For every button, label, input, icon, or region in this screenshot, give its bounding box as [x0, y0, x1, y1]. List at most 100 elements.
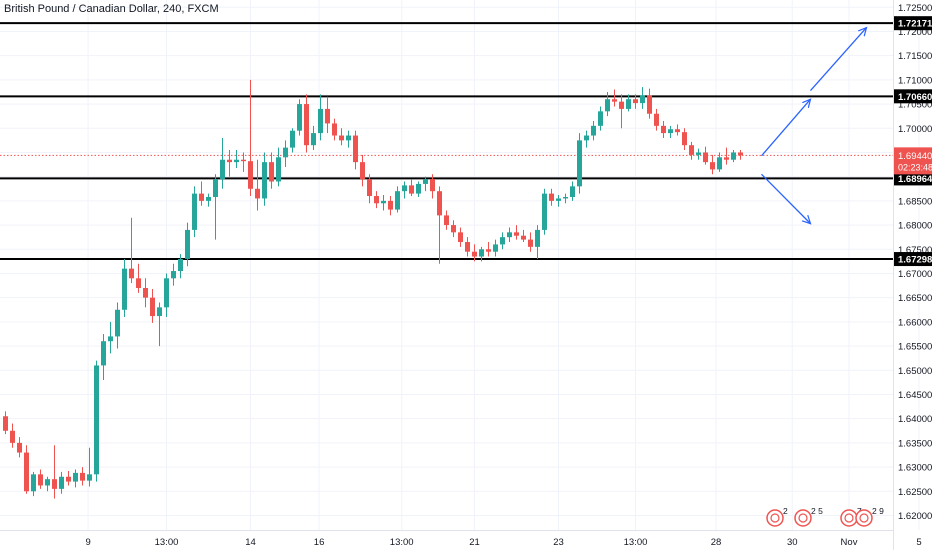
candle-body: [731, 152, 736, 159]
candle-body: [451, 225, 456, 232]
candle-down: [619, 94, 624, 128]
event-badge-label: 2: [783, 506, 788, 516]
price-tick-label: 1.66000: [898, 317, 932, 328]
candle-body: [262, 162, 267, 198]
candle-body: [388, 201, 393, 210]
candle-layer: [3, 80, 743, 499]
candle-down: [17, 437, 22, 457]
candle-body: [283, 148, 288, 158]
candle-body: [374, 196, 379, 203]
price-tick-label: 1.65000: [898, 366, 932, 377]
candle-body: [157, 307, 162, 316]
candle-body: [493, 244, 498, 251]
candle-body: [297, 104, 302, 131]
candle-body: [696, 152, 701, 154]
candle-body: [577, 140, 582, 186]
candle-body: [269, 162, 274, 181]
candle-body: [689, 145, 694, 155]
candle-body: [108, 336, 113, 341]
time-tick-label: 13:00: [390, 537, 414, 548]
candle-up: [164, 273, 169, 317]
price-level-tag-label: 1.70660: [898, 92, 932, 103]
candle-up: [500, 232, 505, 249]
candle-body: [24, 453, 29, 492]
price-tick-label: 1.67000: [898, 269, 932, 280]
candle-down: [3, 411, 8, 434]
price-axis: 1.620001.625001.630001.635001.640001.645…: [894, 0, 932, 550]
candle-up: [276, 148, 281, 187]
candle-up: [192, 186, 197, 237]
event-badge: 2 5: [795, 506, 823, 526]
event-badges: 22 572 9: [767, 506, 884, 526]
candle-down: [143, 278, 148, 307]
candle-down: [710, 155, 715, 174]
candle-body: [563, 197, 568, 198]
candle-up: [696, 149, 701, 160]
candle-down: [724, 148, 729, 165]
candle-up: [402, 182, 407, 199]
candle-up: [311, 126, 316, 150]
time-tick-label: 23: [553, 537, 564, 548]
candle-body: [339, 136, 344, 141]
candle-body: [584, 136, 589, 141]
candle-up: [731, 150, 736, 162]
price-tick-label: 1.63000: [898, 463, 932, 474]
candle-body: [556, 198, 561, 200]
candle-body: [3, 416, 8, 431]
candle-up: [598, 106, 603, 130]
candle-body: [234, 160, 239, 162]
candle-up: [122, 259, 127, 317]
trend-arrow: [762, 174, 811, 223]
price-tick-label: 1.64000: [898, 414, 932, 425]
candle-down: [10, 424, 15, 448]
time-tick-label: 13:00: [155, 537, 179, 548]
candle-body: [178, 259, 183, 271]
candle-body: [129, 269, 134, 279]
candle-body: [45, 479, 50, 485]
candle-body: [465, 242, 470, 252]
candle-body: [654, 114, 659, 126]
candle-body: [444, 215, 449, 225]
grid-layer: [0, 0, 932, 530]
event-badge-circle: [856, 510, 872, 526]
candle-body: [479, 249, 484, 256]
time-tick-label: 30: [787, 537, 798, 548]
candle-down: [689, 142, 694, 160]
candle-down: [66, 471, 71, 486]
candle-body: [94, 365, 99, 474]
price-level-tag-label: 1.68964: [898, 174, 932, 185]
candle-body: [115, 310, 120, 337]
candle-body: [367, 179, 372, 196]
candle-up: [59, 472, 64, 494]
candle-down: [332, 119, 337, 141]
candle-body: [80, 473, 85, 481]
time-tick-label: 14: [245, 537, 256, 548]
candle-down: [409, 179, 414, 196]
candle-body: [640, 95, 645, 103]
candle-body: [360, 162, 365, 179]
time-tick-label: 28: [711, 537, 722, 548]
candle-down: [458, 227, 463, 246]
time-tick-label: 5: [916, 537, 921, 548]
candle-body: [346, 136, 351, 141]
candle-body: [318, 109, 323, 133]
candle-body: [661, 126, 666, 133]
candle-down: [136, 264, 141, 293]
price-tick-label: 1.68500: [898, 196, 932, 207]
candle-body: [164, 278, 169, 307]
candle-down: [388, 196, 393, 215]
candle-body: [521, 236, 526, 240]
candle-up: [416, 182, 421, 197]
candle-body: [402, 185, 407, 191]
candle-up: [570, 182, 575, 201]
trend-arrow: [762, 99, 811, 156]
candle-down: [80, 467, 85, 485]
candle-up: [556, 195, 561, 207]
candle-body: [206, 197, 211, 201]
candle-down: [703, 147, 708, 165]
chart-title: British Pound / Canadian Dollar, 240, FX…: [4, 3, 219, 15]
candle-down: [52, 445, 57, 498]
candle-down: [304, 94, 309, 152]
